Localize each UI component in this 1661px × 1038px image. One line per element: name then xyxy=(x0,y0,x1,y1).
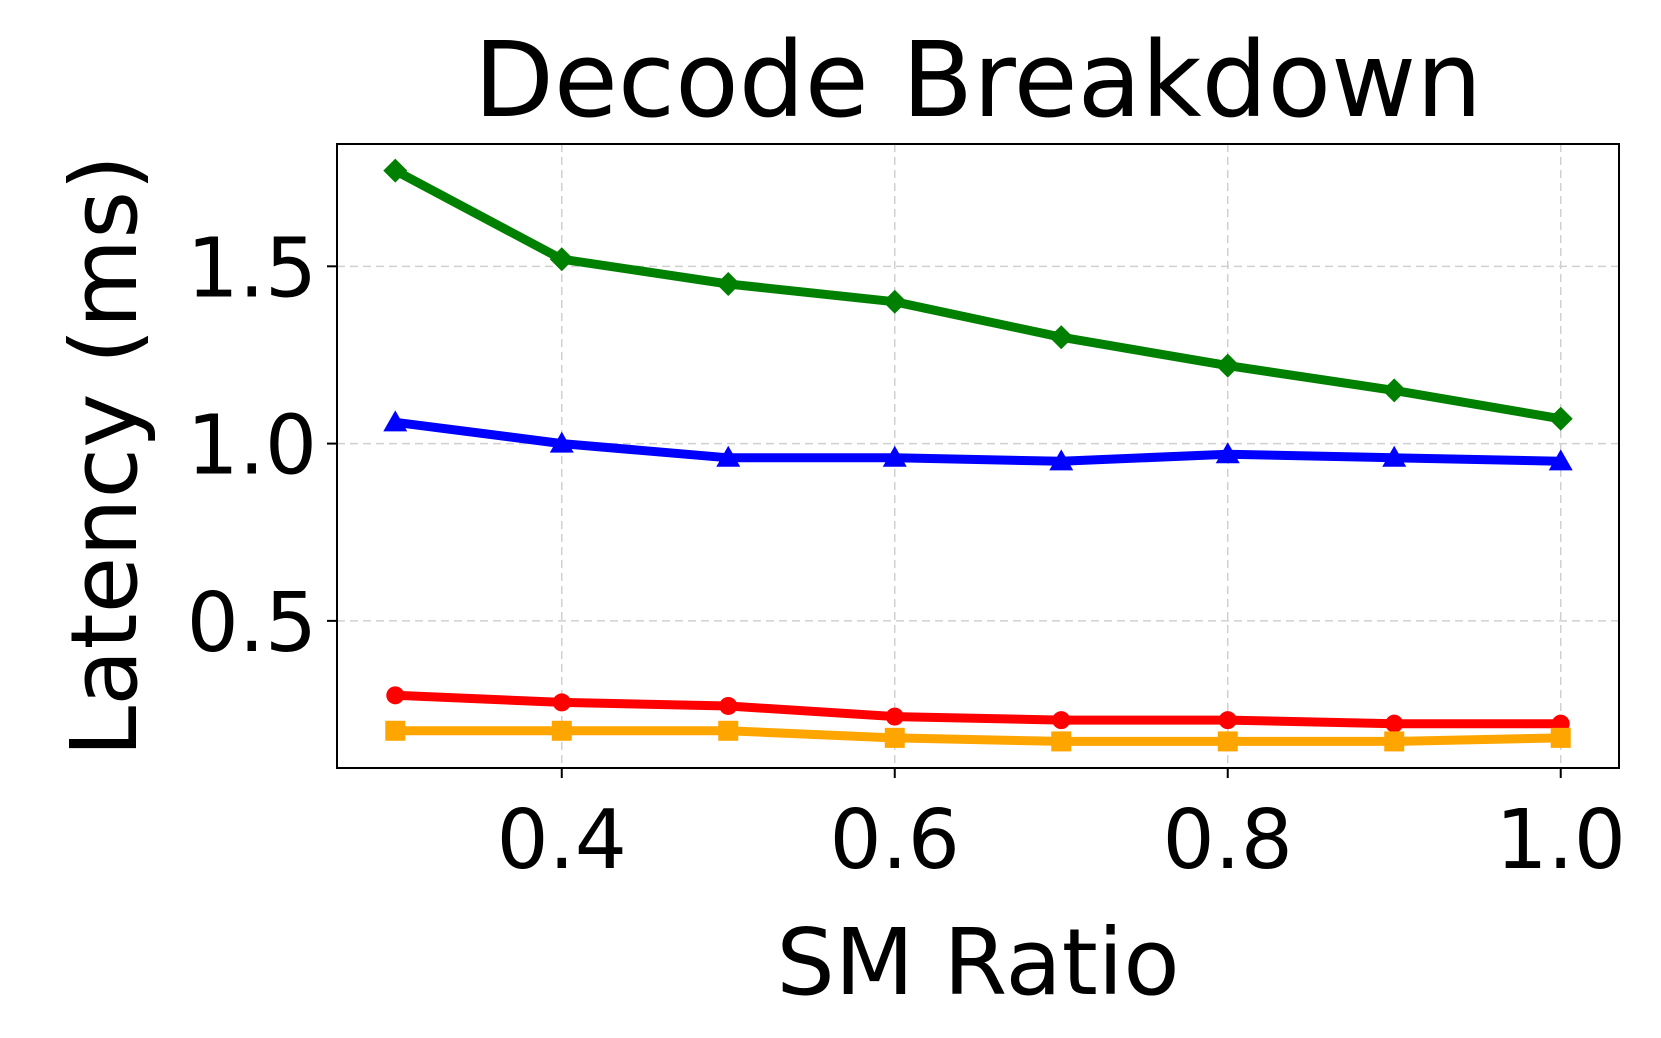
square-marker xyxy=(718,720,739,741)
diamond-marker xyxy=(716,272,741,297)
circle-marker xyxy=(386,686,405,705)
square-marker xyxy=(1217,731,1238,752)
circle-marker xyxy=(1385,714,1404,733)
series-2 xyxy=(383,410,1573,471)
circle-marker xyxy=(1218,711,1237,730)
diamond-marker xyxy=(1049,325,1074,350)
y-tick-label: 1.5 xyxy=(187,221,317,316)
diamond-marker xyxy=(383,158,408,183)
diamond-marker xyxy=(1548,406,1573,431)
square-marker xyxy=(1550,727,1571,748)
chart-title: Decode Breakdown xyxy=(474,19,1482,141)
triangle-marker xyxy=(882,445,907,467)
triangle-marker xyxy=(1548,449,1573,471)
series-line xyxy=(390,726,1566,746)
series-1 xyxy=(383,158,1573,431)
diamond-marker xyxy=(882,289,907,314)
circle-marker xyxy=(552,693,571,712)
x-tick-label: 0.8 xyxy=(1163,793,1293,888)
series-line xyxy=(390,166,1566,424)
triangle-marker xyxy=(1049,449,1074,471)
y-tick-label: 1.0 xyxy=(187,399,317,494)
square-marker xyxy=(884,727,905,748)
series-group xyxy=(383,158,1573,752)
x-tick-label: 1.0 xyxy=(1496,793,1626,888)
square-marker xyxy=(551,720,572,741)
triangle-marker xyxy=(1215,442,1240,464)
series-line xyxy=(390,690,1566,729)
circle-marker xyxy=(1052,711,1071,730)
diamond-marker xyxy=(549,247,574,272)
plot-area-frame xyxy=(336,143,1620,769)
triangle-marker xyxy=(383,410,408,432)
triangle-marker xyxy=(549,431,574,453)
square-marker xyxy=(1384,731,1405,752)
triangle-marker xyxy=(716,445,741,467)
square-marker xyxy=(1051,731,1072,752)
x-tick-label: 0.4 xyxy=(497,793,627,888)
triangle-marker xyxy=(1382,445,1407,467)
x-axis-label: SM Ratio xyxy=(776,909,1179,1016)
y-tick-label: 0.5 xyxy=(187,576,317,671)
series-3 xyxy=(386,686,1570,733)
diamond-marker xyxy=(1382,378,1407,403)
circle-marker xyxy=(885,707,904,726)
circle-marker xyxy=(719,696,738,715)
x-tick-label: 0.6 xyxy=(830,793,960,888)
square-marker xyxy=(385,720,406,741)
series-4 xyxy=(385,720,1571,752)
y-axis-label: Latency (ms) xyxy=(51,155,158,757)
diamond-marker xyxy=(1215,353,1240,378)
axis-ticks: 0.4 0.6 0.8 1.0 0.5 1.0 1.5 xyxy=(187,221,1626,888)
series-line xyxy=(390,417,1566,466)
